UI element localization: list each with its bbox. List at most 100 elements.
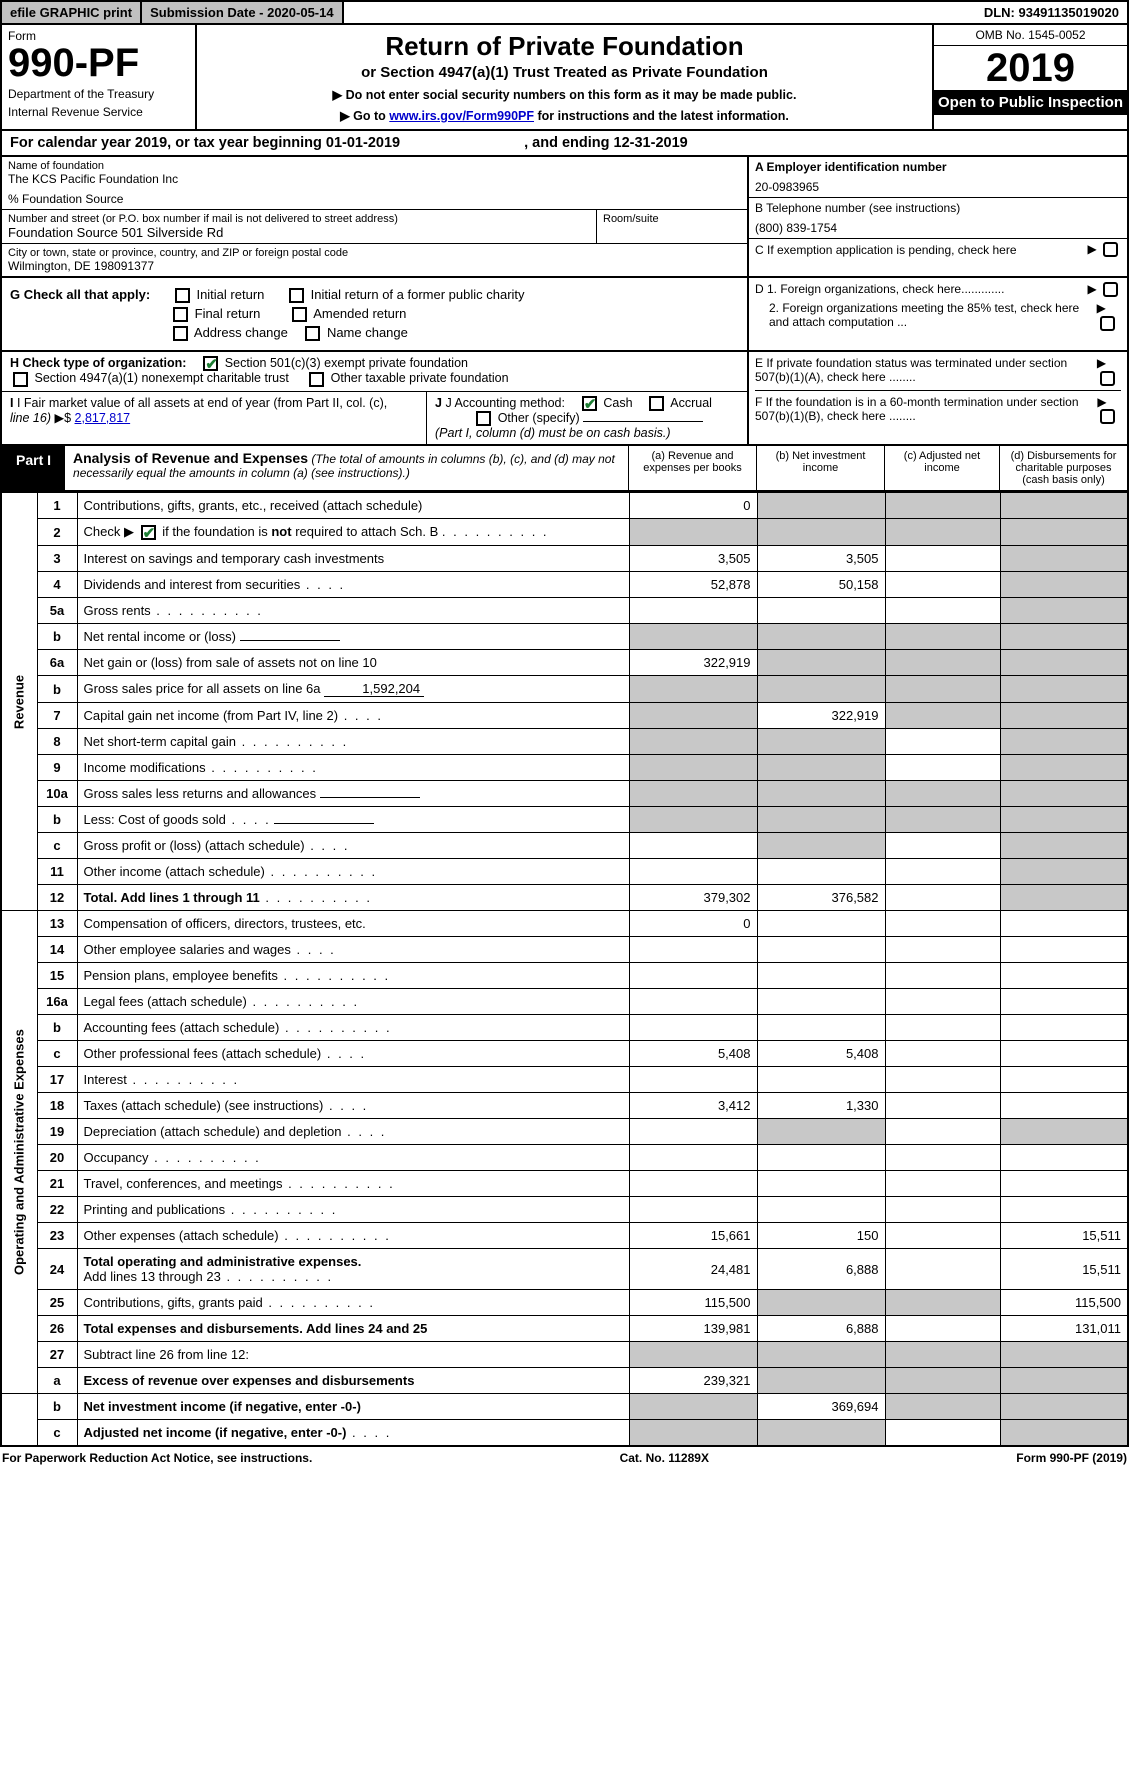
j-accrual-checkbox[interactable] [649, 396, 664, 411]
l3-b: 3,505 [757, 546, 885, 572]
d2-checkbox[interactable] [1100, 316, 1115, 331]
h-other-checkbox[interactable] [309, 372, 324, 387]
line-num: 7 [37, 703, 77, 729]
cell [885, 937, 1000, 963]
cell [757, 1171, 885, 1197]
l10b-field[interactable] [274, 823, 374, 824]
note-goto-pre: ▶ Go to [340, 109, 389, 123]
l4-a: 52,878 [629, 572, 757, 598]
l11-desc: Other income (attach schedule) [77, 859, 629, 885]
fmv-link[interactable]: 2,817,817 [75, 411, 131, 425]
cell [757, 598, 885, 624]
line-num: 2 [37, 519, 77, 546]
h-501c3-checkbox[interactable] [203, 356, 218, 371]
cell-shaded [1000, 729, 1128, 755]
address-row: Number and street (or P.O. box number if… [2, 210, 747, 244]
l11-text: Other income (attach schedule) [84, 864, 265, 879]
g-amended-checkbox[interactable] [292, 307, 307, 322]
line-num: 11 [37, 859, 77, 885]
h-other: Other taxable private foundation [331, 371, 509, 385]
l14-text: Other employee salaries and wages [84, 942, 291, 957]
city-label: City or town, state or province, country… [8, 247, 741, 259]
cell [885, 1197, 1000, 1223]
cell-shaded [629, 781, 757, 807]
l10b-text: Less: Cost of goods sold [84, 812, 226, 827]
cell [885, 885, 1000, 911]
open-public-badge: Open to Public Inspection [934, 90, 1127, 115]
table-row: 26 Total expenses and disbursements. Add… [1, 1316, 1128, 1342]
j-cash: Cash [603, 396, 632, 410]
l10a-field[interactable] [320, 797, 420, 798]
l21-desc: Travel, conferences, and meetings [77, 1171, 629, 1197]
entity-info: Name of foundation The KCS Pacific Found… [0, 157, 1129, 278]
table-row: 20 Occupancy [1, 1145, 1128, 1171]
h-4947-checkbox[interactable] [13, 372, 28, 387]
l4-desc: Dividends and interest from securities [77, 572, 629, 598]
cell [885, 1171, 1000, 1197]
line-num: b [37, 1015, 77, 1041]
cell-shaded [757, 781, 885, 807]
l3-a: 3,505 [629, 546, 757, 572]
cell [757, 937, 885, 963]
l15-text: Pension plans, employee benefits [84, 968, 278, 983]
l24-a: 24,481 [629, 1249, 757, 1290]
e-checkbox[interactable] [1100, 371, 1115, 386]
line-num: 12 [37, 885, 77, 911]
cell [757, 859, 885, 885]
table-row: 9 Income modifications [1, 755, 1128, 781]
l7-desc: Capital gain net income (from Part IV, l… [77, 703, 629, 729]
cell-shaded [757, 755, 885, 781]
l18-a: 3,412 [629, 1093, 757, 1119]
d1-checkbox[interactable] [1103, 282, 1118, 297]
l4-text: Dividends and interest from securities [84, 577, 301, 592]
section-h-ef: H Check type of organization: Section 50… [0, 352, 1129, 446]
top-bar: efile GRAPHIC print Submission Date - 20… [0, 0, 1129, 25]
cell-shaded [885, 781, 1000, 807]
l1-desc: Contributions, gifts, grants, etc., rece… [77, 493, 629, 519]
l2-checkbox[interactable] [141, 525, 156, 540]
l12-desc: Total. Add lines 1 through 11 [77, 885, 629, 911]
l16c-text: Other professional fees (attach schedule… [84, 1046, 322, 1061]
cell [757, 911, 885, 937]
table-row: 6a Net gain or (loss) from sale of asset… [1, 650, 1128, 676]
l5b-desc: Net rental income or (loss) [77, 624, 629, 650]
g-address-checkbox[interactable] [173, 326, 188, 341]
city-value: Wilmington, DE 198091377 [8, 259, 741, 273]
g-final-checkbox[interactable] [173, 307, 188, 322]
f-checkbox[interactable] [1100, 409, 1115, 424]
table-row: 2 Check ▶ if the foundation is not requi… [1, 519, 1128, 546]
l4-b: 50,158 [757, 572, 885, 598]
l12-text: Total. Add lines 1 through 11 [84, 890, 260, 905]
irs-link[interactable]: www.irs.gov/Form990PF [389, 109, 534, 123]
l14-desc: Other employee salaries and wages [77, 937, 629, 963]
g-name-checkbox[interactable] [305, 326, 320, 341]
g-initial-former-checkbox[interactable] [289, 288, 304, 303]
j-other-checkbox[interactable] [476, 411, 491, 426]
table-row: c Adjusted net income (if negative, ente… [1, 1420, 1128, 1447]
cell-shaded [1000, 1394, 1128, 1420]
g-initial-checkbox[interactable] [175, 288, 190, 303]
foundation-name: The KCS Pacific Foundation Inc [8, 172, 741, 186]
j-cash-checkbox[interactable] [582, 396, 597, 411]
g-initial: Initial return [196, 287, 264, 302]
l13-a: 0 [629, 911, 757, 937]
col-d-head: (d) Disbursements for charitable purpose… [999, 446, 1127, 490]
line-num: b [37, 807, 77, 833]
cell-shaded [1000, 572, 1128, 598]
line-num: 13 [37, 911, 77, 937]
line-num: 22 [37, 1197, 77, 1223]
cell-shaded [1000, 859, 1128, 885]
cell [629, 963, 757, 989]
cell-shaded [629, 729, 757, 755]
h-4947: Section 4947(a)(1) nonexempt charitable … [34, 371, 288, 385]
c-checkbox[interactable] [1103, 242, 1118, 257]
table-row: Revenue 1 Contributions, gifts, grants, … [1, 493, 1128, 519]
line-num: 4 [37, 572, 77, 598]
cell [885, 546, 1000, 572]
l5b-field[interactable] [240, 640, 340, 641]
header-center: Return of Private Foundation or Section … [197, 25, 932, 129]
cell-shaded [885, 676, 1000, 703]
line-num: 19 [37, 1119, 77, 1145]
efile-print-button[interactable]: efile GRAPHIC print [2, 2, 142, 23]
line-num: 1 [37, 493, 77, 519]
